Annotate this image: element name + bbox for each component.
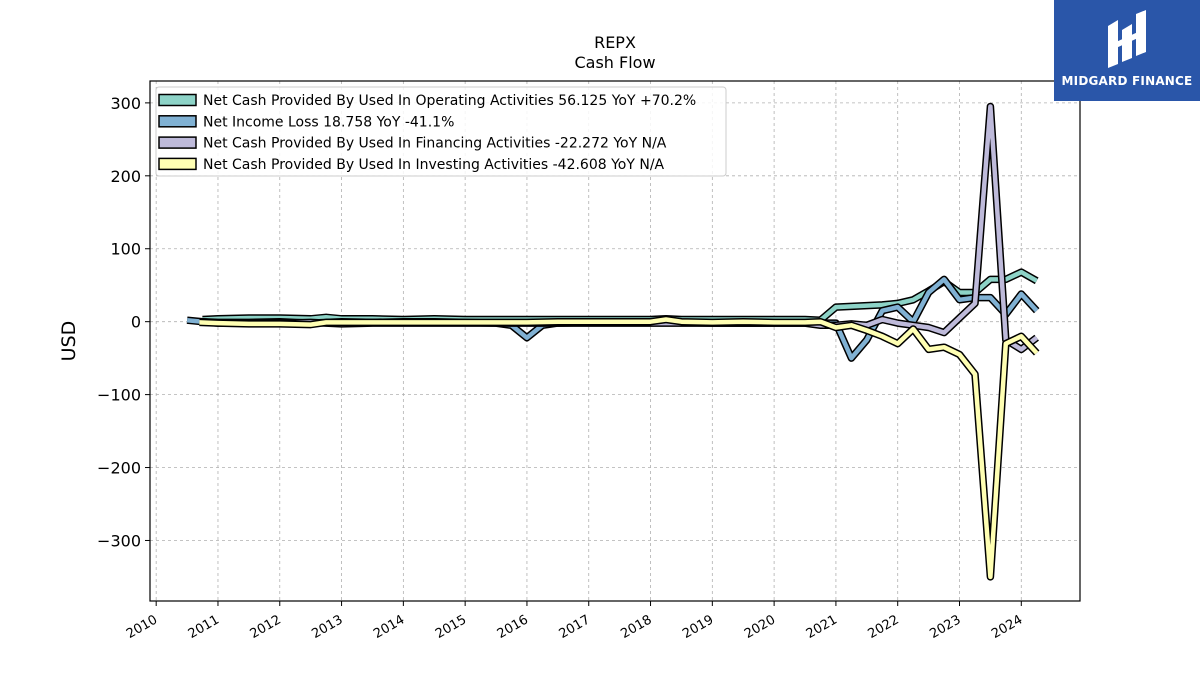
x-tick-label: 2023 (927, 612, 963, 642)
y-axis-label: USD (58, 321, 80, 362)
midgard-logo-icon (1108, 10, 1146, 68)
y-tick-label: −200 (97, 459, 141, 478)
x-axis: 2010 2011 2012 2013 2014 2015 2016 2017 2018 2019… (124, 601, 1025, 642)
x-tick-label: 2015 (433, 612, 469, 642)
legend-swatch (158, 115, 197, 128)
x-tick-label: 2014 (371, 612, 407, 642)
chart-title: REPX (594, 33, 636, 52)
x-tick-label: 2018 (618, 612, 654, 642)
legend-label: Net Cash Provided By Used In Operating A… (203, 93, 696, 109)
x-tick-label: 2020 (742, 612, 778, 642)
legend-label: Net Cash Provided By Used In Investing A… (203, 157, 665, 173)
chart-subtitle: Cash Flow (574, 53, 655, 72)
y-tick-label: 200 (110, 167, 141, 186)
x-tick-label: 2016 (495, 612, 531, 642)
legend-swatch (158, 136, 197, 149)
y-tick-label: 100 (110, 240, 141, 259)
y-tick-label: −300 (97, 531, 141, 550)
plot-frame (149, 80, 1081, 602)
series-line (199, 317, 1039, 580)
legend-box (155, 86, 727, 177)
x-tick-label: 2022 (866, 612, 902, 642)
y-tick-label: −100 (97, 386, 141, 405)
legend-swatch (158, 157, 197, 171)
series-lines (186, 102, 1040, 581)
y-axis: 300 200 100 0 −100 −200 −300 (97, 94, 150, 550)
x-tick-label: 2012 (248, 612, 284, 642)
x-tick-label: 2019 (680, 612, 716, 642)
x-tick-label: 2021 (804, 612, 840, 642)
series-line-outline (202, 268, 1039, 324)
x-tick-label: 2013 (309, 612, 345, 642)
x-tick-label: 2010 (124, 612, 160, 642)
legend-label: Net Income Loss 18.758 YoY -41.1% (203, 114, 454, 130)
series-line (202, 269, 1038, 323)
x-tick-label: 2024 (989, 612, 1025, 642)
y-tick-label: 300 (110, 94, 141, 113)
brand-name: MIDGARD FINANCE (1061, 74, 1193, 88)
legend: Net Cash Provided By Used In Operating A… (155, 86, 727, 177)
series-line-outline (199, 315, 1040, 581)
legend-label: Net Cash Provided By Used In Financing A… (203, 136, 667, 152)
x-tick-label: 2011 (186, 612, 222, 642)
y-tick-label: 0 (131, 313, 141, 332)
midgard-finance-logo: MIDGARD FINANCE (1054, 0, 1200, 101)
legend-swatch (158, 93, 197, 107)
x-tick-label: 2017 (557, 612, 593, 642)
